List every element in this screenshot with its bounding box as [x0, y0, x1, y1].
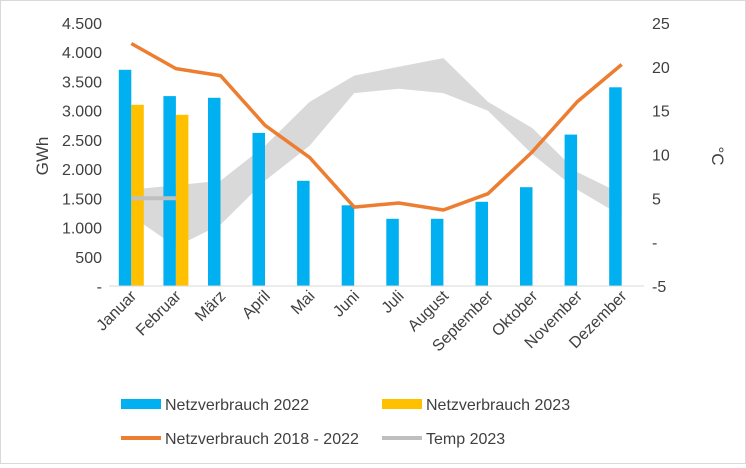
bar-netzverbrauch-2022-0	[118, 69, 132, 286]
line-netzverbrauch-2018-2022	[130, 41, 623, 212]
x-tick-label: Juli	[379, 288, 408, 317]
y-tick-label: 1.000	[62, 221, 102, 238]
legend-netzverbrauch-2022-swatch	[121, 399, 161, 409]
y2-tick-label: 15	[652, 104, 670, 121]
y-axis-title: GWh	[33, 137, 52, 176]
bar-netzverbrauch-2023-0	[131, 104, 144, 286]
legend-netzverbrauch-2018-2022-label: Netzverbrauch 2018 - 2022	[165, 431, 359, 448]
y-tick-label: 2.500	[62, 133, 102, 150]
bar-netzverbrauch-2022-8	[475, 201, 488, 286]
y-tick-label: 3.000	[62, 104, 102, 121]
temp-range-band	[131, 58, 622, 247]
y2-tick-label: -5	[652, 279, 666, 296]
y-tick-label: 2.000	[62, 162, 102, 179]
y-tick-label: 500	[75, 250, 102, 267]
y2-tick-label: 5	[652, 191, 661, 208]
x-tick-label: März	[192, 288, 229, 325]
x-tick-label: Mai	[288, 288, 318, 318]
y2-tick-label: 20	[652, 60, 670, 77]
bar-netzverbrauch-2022-2	[208, 97, 221, 286]
y-tick-label: 3.500	[62, 74, 102, 91]
x-tick-label: April	[239, 288, 274, 323]
x-tick-label: Februar	[133, 287, 185, 339]
legend-netzverbrauch-2023-label: Netzverbrauch 2023	[426, 397, 570, 414]
bar-netzverbrauch-2022-7	[430, 218, 444, 286]
bar-netzverbrauch-2022-11	[609, 87, 622, 286]
bar-netzverbrauch-2022-10	[564, 134, 578, 286]
bar-netzverbrauch-2022-3	[252, 132, 265, 286]
bar-netzverbrauch-2022-1	[163, 96, 176, 286]
bar-netzverbrauch-2023-1	[175, 114, 189, 286]
bar-netzverbrauch-2022-9	[520, 187, 533, 286]
legend-temp-2023-label: Temp 2023	[426, 431, 505, 448]
y2-tick-label: 10	[652, 148, 670, 165]
y-tick-label: 4.000	[62, 45, 102, 62]
legend-netzverbrauch-2023-swatch	[382, 399, 422, 409]
bar-netzverbrauch-2022-5	[341, 205, 355, 286]
y-tick-label: -	[97, 279, 102, 296]
y-tick-label: 1.500	[62, 191, 102, 208]
y-tick-label: 4.500	[62, 16, 102, 33]
x-tick-label: Juni	[330, 288, 363, 321]
y2-axis-title: °C	[708, 146, 727, 165]
y2-tick-label: -	[652, 235, 657, 252]
y2-tick-label: 25	[652, 16, 670, 33]
bar-netzverbrauch-2022-6	[386, 218, 399, 286]
legend-netzverbrauch-2022-label: Netzverbrauch 2022	[165, 397, 309, 414]
bar-netzverbrauch-2022-4	[297, 180, 310, 286]
